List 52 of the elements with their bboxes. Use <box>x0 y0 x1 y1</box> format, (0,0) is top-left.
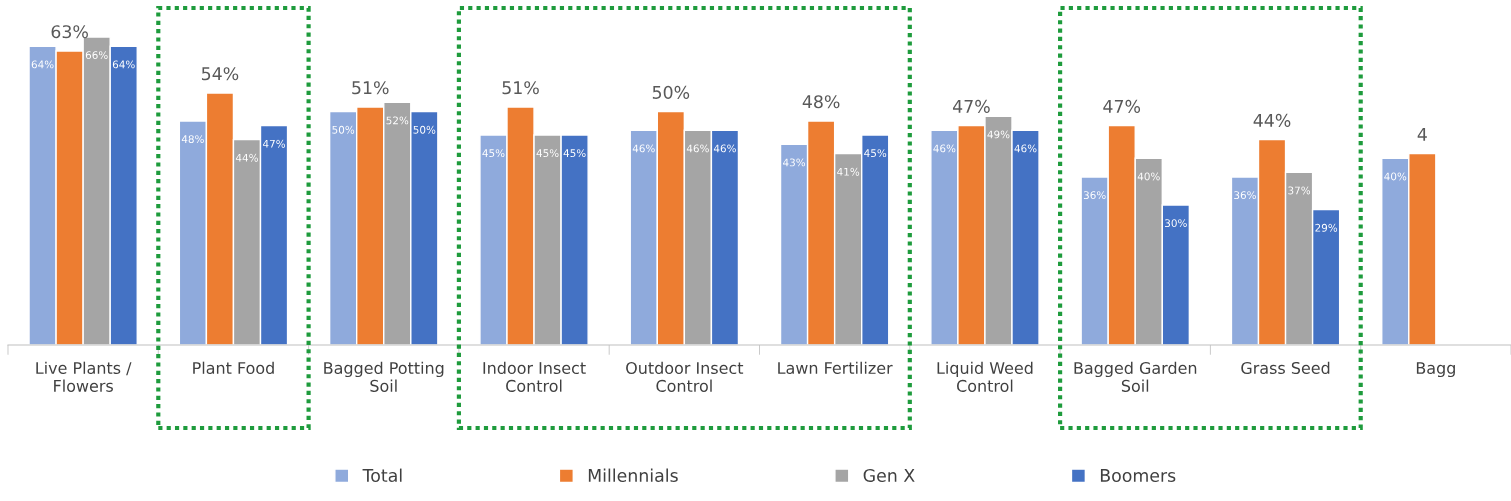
legend-label: Gen X <box>863 468 915 483</box>
data-label: 51% <box>352 81 389 95</box>
data-label: 51% <box>502 81 539 95</box>
x-tick-label: Bagg <box>1416 362 1455 378</box>
annotation: 4 <box>1417 128 1427 141</box>
data-label: 49% <box>987 130 1010 139</box>
x-tick-label: Live Plants / Flowers <box>36 361 132 392</box>
data-label: 54% <box>201 67 239 81</box>
x-tick-label: Liquid Weed Control <box>937 361 1033 392</box>
data-label: 36% <box>1234 191 1256 200</box>
data-label: 48% <box>181 135 204 144</box>
data-label: 43% <box>783 158 806 167</box>
legend-label: Millennials <box>588 468 678 483</box>
data-label: 47% <box>952 99 990 113</box>
x-tick-label: Bagged Potting Soil <box>324 361 444 392</box>
legend-label: Total <box>362 468 402 483</box>
data-label: 36% <box>1083 191 1106 200</box>
data-label: 52% <box>386 116 409 125</box>
data-label: 66% <box>85 51 108 60</box>
data-label: 45% <box>563 149 586 158</box>
data-label: 46% <box>933 144 956 153</box>
x-tick-label: Grass Seed <box>1241 361 1330 375</box>
data-label: 29% <box>1315 223 1338 232</box>
data-label: 47% <box>262 139 286 148</box>
data-label: 47% <box>1103 99 1141 113</box>
data-label: 45% <box>482 149 505 158</box>
x-tick-label: Lawn Fertilizer <box>778 361 893 375</box>
data-label: 63% <box>51 25 88 39</box>
data-label: 40% <box>1137 172 1160 181</box>
data-label: 37% <box>1288 186 1311 195</box>
data-label: 30% <box>1165 219 1187 228</box>
data-label: 40% <box>1384 172 1407 181</box>
data-label: 41% <box>837 167 860 176</box>
legend-label: Boomers <box>1100 469 1176 483</box>
x-tick-label: Indoor Insect Control <box>483 361 586 392</box>
data-label: 46% <box>713 144 736 153</box>
data-label: 50% <box>332 125 355 134</box>
data-label: 50% <box>652 85 690 99</box>
data-label: 64% <box>31 60 54 69</box>
data-label: 45% <box>536 149 559 158</box>
x-tick-label: Bagged Garden Soil <box>1074 361 1197 392</box>
x-tick-label: Plant Food <box>193 361 274 375</box>
data-label: 48% <box>802 95 840 109</box>
data-label: 46% <box>632 144 655 153</box>
data-label: 44% <box>235 153 258 162</box>
data-label: 64% <box>112 60 135 69</box>
data-label: 46% <box>686 144 709 153</box>
data-label: 44% <box>1253 113 1291 127</box>
data-label: 46% <box>1014 144 1037 153</box>
data-label: 45% <box>864 149 887 158</box>
data-label: 50% <box>413 125 436 134</box>
x-tick-label: Outdoor Insect Control <box>626 361 744 392</box>
